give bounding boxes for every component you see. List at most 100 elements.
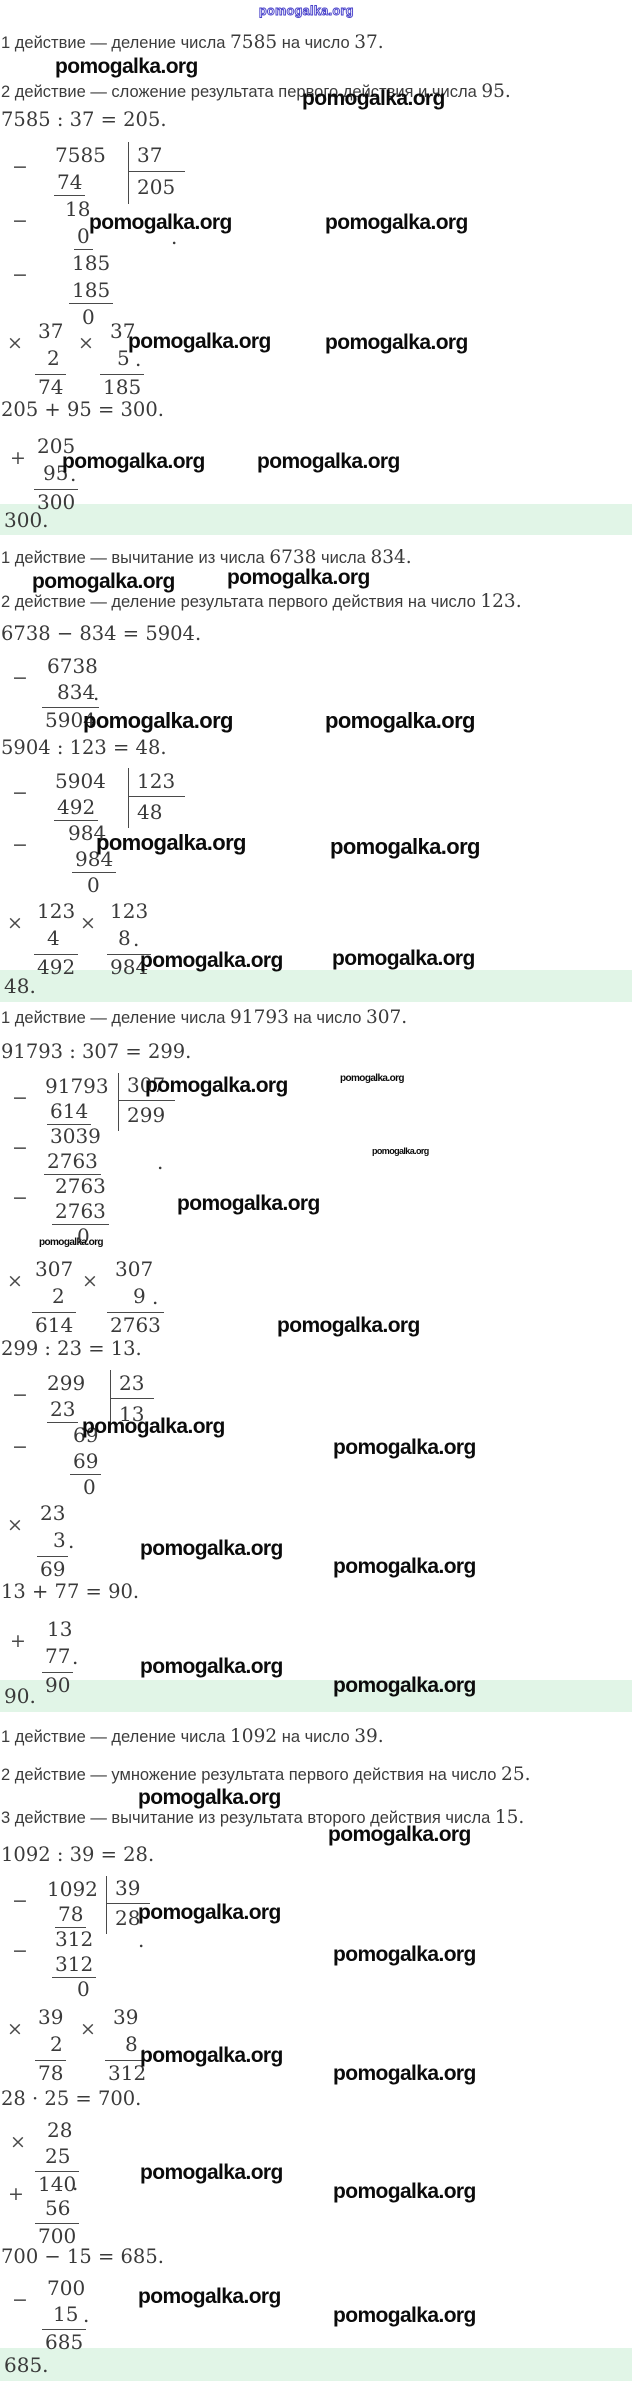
operand: 492: [54, 796, 99, 821]
column-operation: 5904 492 984 984 0− −123 48: [0, 768, 632, 904]
operand: 6738: [47, 654, 98, 678]
operation-sign: ×: [7, 2018, 23, 2040]
paragraph-text: 1 действие — деление числа: [1, 1728, 231, 1746]
solution-paragraph: 3 действие — вычитание из результата вто…: [1, 1808, 524, 1828]
operand: 39: [113, 2005, 139, 2029]
operation-sign: −: [12, 1940, 28, 1962]
operand: 5: [117, 346, 130, 370]
operand: 5904: [42, 707, 99, 732]
period: .: [133, 927, 140, 951]
division-bracket: 307 299: [118, 1073, 176, 1131]
operand: 78: [35, 2060, 67, 2085]
operand: 2763: [55, 1174, 106, 1198]
solution-paragraph: 2 действие — сложение результата первого…: [1, 82, 511, 102]
operand: 984: [107, 954, 152, 979]
watermark: pomogalka.org: [333, 2180, 476, 2203]
operation-sign: −: [12, 834, 28, 856]
operand: 39: [38, 2005, 64, 2029]
watermark: pomogalka.org: [140, 949, 283, 972]
operand: 0: [77, 1977, 90, 2001]
operand: 685: [42, 2329, 87, 2354]
watermark: pomogalka.org: [325, 331, 468, 354]
paragraph-text: на число: [288, 1009, 366, 1027]
operation-sign: ×: [7, 332, 23, 354]
paragraph-text: на число: [277, 34, 355, 52]
operand: 5904: [55, 769, 106, 793]
divisor: 123: [129, 768, 186, 797]
division-bracket: 23 13: [110, 1370, 155, 1430]
period: .: [70, 462, 77, 486]
operand: 123: [37, 899, 76, 923]
operation-sign: −: [12, 1384, 28, 1406]
watermark: pomogalka.org: [277, 1314, 420, 1337]
operand: 185: [100, 374, 145, 399]
operand: 834: [57, 680, 96, 704]
operand: 614: [47, 1100, 92, 1125]
operand: 3039: [50, 1124, 101, 1148]
operand: 1092: [47, 1877, 98, 1901]
result-bar: 48.: [0, 970, 632, 1002]
operand: 2763: [44, 1150, 101, 1175]
math-line: 700 − 15 = 685.: [1, 2245, 164, 2268]
operand: 74: [35, 374, 67, 399]
paragraph-text: 2 действие — умножение результата первог…: [1, 1766, 502, 1784]
operation-sign: −: [12, 1087, 28, 1109]
operand: 312: [105, 2060, 150, 2085]
operand: 69: [73, 1423, 99, 1447]
division-bracket: 39 28: [106, 1876, 151, 1934]
result-value: 90.: [4, 1684, 36, 1708]
operand: 78: [55, 1903, 87, 1928]
operand: 74: [54, 171, 86, 196]
column-operation: 37 37 2 5 74 185 × ×.: [0, 320, 632, 402]
paragraph-text: 3 действие — вычитание из результата вто…: [1, 1809, 495, 1827]
operation-sign: −: [12, 156, 28, 178]
divisor: 23: [111, 1370, 155, 1399]
math-line: 299 : 23 = 13.: [1, 1337, 142, 1360]
watermark: pomogalka.org: [55, 55, 198, 78]
operation-sign: ×: [7, 1514, 23, 1536]
solution-paragraph: 2 действие — деление результата первого …: [1, 592, 522, 612]
watermark: pomogalka.org: [96, 830, 246, 855]
operand: 0: [83, 1475, 96, 1499]
math-line: 91793 : 307 = 299.: [1, 1040, 192, 1063]
division-bracket: 37 205: [128, 142, 186, 204]
column-operation: 28 25 140 56 700 × +.: [0, 2119, 632, 2252]
divisor: 37: [129, 142, 186, 172]
paragraph-text: на число: [277, 1728, 355, 1746]
math-line: 1092 : 39 = 28.: [1, 1843, 155, 1866]
solution-paragraph: 1 действие — деление числа 91793 на числ…: [1, 1008, 407, 1028]
operand: 56: [45, 2196, 71, 2220]
watermark: pomogalka.org: [333, 1555, 476, 1578]
period: .: [135, 347, 142, 371]
paragraph-text: 2 действие — деление результата первого …: [1, 593, 481, 611]
operand: 2: [52, 1284, 65, 1308]
operand: 299: [47, 1371, 86, 1395]
operand: 9: [133, 1284, 146, 1308]
watermark: pomogalka.org: [82, 1415, 225, 1438]
operand: 37: [38, 319, 64, 343]
operand: 185: [72, 251, 111, 275]
paragraph-text: 1 действие — деление числа: [1, 1009, 231, 1027]
paragraph-number: 7585: [230, 32, 278, 53]
operand: 984: [68, 821, 107, 845]
result-bar: 300.: [0, 504, 632, 535]
operand: 700: [47, 2276, 86, 2300]
operand: 123: [110, 899, 149, 923]
operand: 90: [42, 1672, 74, 1697]
watermark: pomogalka.org: [177, 1192, 320, 1215]
watermark: pomogalka.org: [340, 1073, 404, 1084]
operand: 2: [47, 346, 60, 370]
operand: 28: [47, 2118, 73, 2142]
operand: 77: [45, 1644, 71, 1668]
math-line: 13 + 77 = 90.: [1, 1580, 140, 1603]
operation-sign: +: [10, 447, 26, 469]
operation-sign: −: [12, 2289, 28, 2311]
column-operation: 91793 614 3039 2763 2763 2763 0− − −. 307 299: [0, 1073, 632, 1252]
operand: 307: [115, 1257, 154, 1281]
operand: 15: [53, 2302, 79, 2326]
paragraph-text: числа: [316, 549, 371, 567]
watermark: pomogalka.org: [83, 708, 233, 733]
operand: 13: [47, 1617, 73, 1641]
watermark: pomogalka.org: [32, 570, 175, 593]
period: .: [68, 1529, 75, 1553]
